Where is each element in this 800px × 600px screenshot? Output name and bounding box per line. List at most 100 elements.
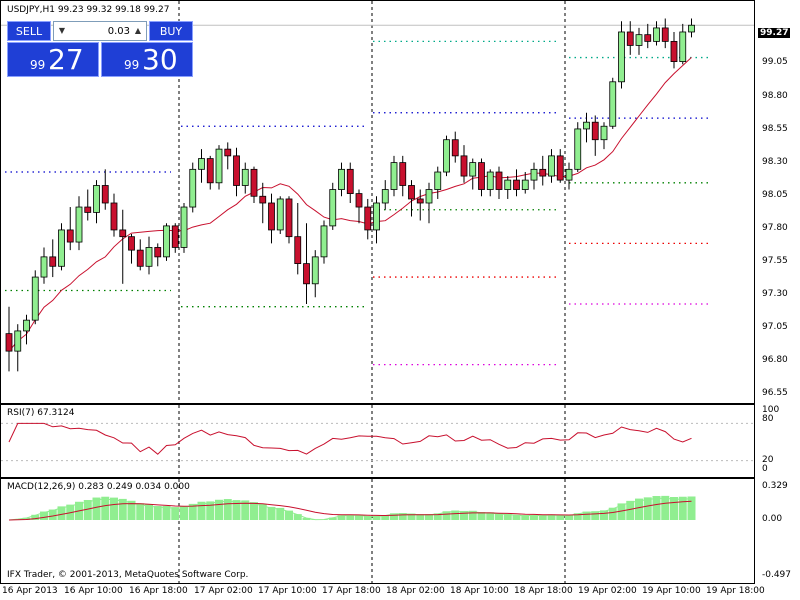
bull-candle xyxy=(58,229,65,267)
buy-price-pips: 30 xyxy=(142,43,178,76)
lot-stepper[interactable]: ▼ ▲ xyxy=(53,21,147,41)
macd-histogram-bar xyxy=(573,513,582,520)
macd-histogram-bar xyxy=(83,499,92,520)
bear-candle xyxy=(294,236,302,265)
chevron-down-icon[interactable]: ▼ xyxy=(58,26,66,35)
time-axis-label: 16 Apr 18:00 xyxy=(129,586,188,596)
rsi-axis: 100 80 20 0 xyxy=(756,404,800,478)
macd-histogram-bar xyxy=(390,513,398,520)
bear-candle xyxy=(206,158,214,184)
macd-histogram-bar xyxy=(180,506,188,520)
bear-candle xyxy=(110,202,118,231)
bear-candle xyxy=(84,206,92,213)
bear-candle xyxy=(460,155,468,177)
time-axis-label: 16 Apr 2013 xyxy=(2,586,58,596)
rsi-axis-label: 80 xyxy=(762,414,774,424)
macd-histogram-bar xyxy=(346,514,355,520)
macd-histogram-bar xyxy=(635,498,643,520)
rsi-axis-label: 20 xyxy=(762,455,774,465)
bull-candle xyxy=(486,171,494,190)
chevron-up-icon[interactable]: ▲ xyxy=(134,26,142,35)
macd-histogram-bar xyxy=(433,513,442,520)
macd-histogram-bar xyxy=(477,512,486,520)
macd-histogram-bar xyxy=(425,514,433,520)
rsi-label: RSI(7) 67.3124 xyxy=(7,408,75,418)
price-chart-canvas[interactable] xyxy=(1,1,755,404)
macd-histogram-bar xyxy=(101,496,110,520)
time-axis-label: 17 Apr 10:00 xyxy=(258,586,317,596)
macd-histogram-bar xyxy=(92,497,101,520)
bull-candle xyxy=(276,198,284,231)
buy-button[interactable]: BUY xyxy=(149,21,193,41)
price-axis-label: 98.55 xyxy=(762,124,788,134)
price-axis-label: 98.05 xyxy=(762,190,788,200)
bear-candle xyxy=(355,193,363,208)
macd-histogram-bar xyxy=(643,497,652,520)
macd-pane[interactable]: MACD(12,26,9) 0.283 0.249 0.034 0.000 IF… xyxy=(0,478,755,584)
macd-histogram-bar xyxy=(188,503,197,520)
macd-histogram-bar xyxy=(670,497,678,520)
price-axis-label: 96.55 xyxy=(762,388,788,398)
bull-candle xyxy=(180,206,188,248)
bull-candle xyxy=(23,319,30,332)
time-axis-label: 17 Apr 02:00 xyxy=(194,586,253,596)
bull-candle xyxy=(40,256,48,278)
rsi-canvas[interactable] xyxy=(1,405,755,478)
macd-histogram-bar xyxy=(416,514,425,520)
sell-button[interactable]: SELL xyxy=(7,21,51,41)
bull-candle xyxy=(688,24,695,33)
macd-histogram-bar xyxy=(687,496,696,520)
bull-candle xyxy=(145,247,153,267)
sell-price-prefix: 99 xyxy=(30,58,46,72)
sell-price-quote[interactable]: 99 27 xyxy=(7,42,99,77)
bear-candle xyxy=(171,225,179,248)
bear-candle xyxy=(66,229,74,243)
bear-candle xyxy=(399,162,407,186)
macd-histogram-bar xyxy=(652,496,661,520)
macd-histogram-bar xyxy=(626,500,635,520)
rsi-pane[interactable]: RSI(7) 67.3124 xyxy=(0,404,755,478)
bull-candle xyxy=(521,179,529,190)
macd-histogram-bar xyxy=(530,514,538,520)
time-axis-label: 18 Apr 18:00 xyxy=(514,586,573,596)
macd-histogram-bar xyxy=(302,517,311,520)
bull-candle xyxy=(434,171,442,190)
bull-candle xyxy=(443,139,450,173)
macd-histogram-bar xyxy=(661,495,670,520)
macd-histogram-bar xyxy=(372,515,381,520)
bull-candle xyxy=(635,34,643,46)
bear-candle xyxy=(5,333,13,352)
macd-canvas[interactable] xyxy=(1,479,755,584)
price-chart-pane[interactable]: USDJPY,H1 99.23 99.32 99.18 99.27 SELL ▼… xyxy=(0,0,755,404)
price-axis-label: 97.55 xyxy=(762,256,788,266)
macd-histogram-bar xyxy=(591,511,600,520)
time-axis-label: 16 Apr 10:00 xyxy=(64,586,123,596)
macd-histogram-bar xyxy=(31,514,40,520)
macd-histogram-bar xyxy=(547,514,556,520)
macd-histogram-bar xyxy=(398,513,407,520)
bull-candle xyxy=(329,189,337,227)
lot-size-input[interactable] xyxy=(70,23,130,39)
macd-histogram-bar xyxy=(293,514,302,520)
macd-histogram-bar xyxy=(162,505,171,520)
macd-histogram-bar xyxy=(153,506,162,520)
bull-candle xyxy=(311,256,319,285)
price-axis-label: 99.05 xyxy=(762,57,788,67)
time-axis-label: 18 Apr 10:00 xyxy=(450,586,509,596)
bull-candle xyxy=(679,31,687,63)
bear-candle xyxy=(644,34,652,42)
macd-histogram-bar xyxy=(381,515,390,520)
macd-histogram-bar xyxy=(171,507,180,520)
price-axis-label: 97.80 xyxy=(762,223,788,233)
macd-histogram-bar xyxy=(495,513,503,520)
price-axis[interactable]: 99.05 98.80 98.55 98.30 98.05 97.80 97.5… xyxy=(756,0,800,404)
macd-histogram-bar xyxy=(250,502,258,520)
macd-histogram-bar xyxy=(617,503,626,520)
bear-candle xyxy=(364,206,372,231)
macd-histogram-bar xyxy=(206,501,215,520)
macd-histogram-bar xyxy=(57,506,66,520)
bear-candle xyxy=(119,229,127,238)
bear-candle xyxy=(101,185,109,204)
time-axis[interactable]: 16 Apr 2013 16 Apr 10:00 16 Apr 18:00 17… xyxy=(0,584,800,600)
buy-price-quote[interactable]: 99 30 xyxy=(101,42,193,77)
